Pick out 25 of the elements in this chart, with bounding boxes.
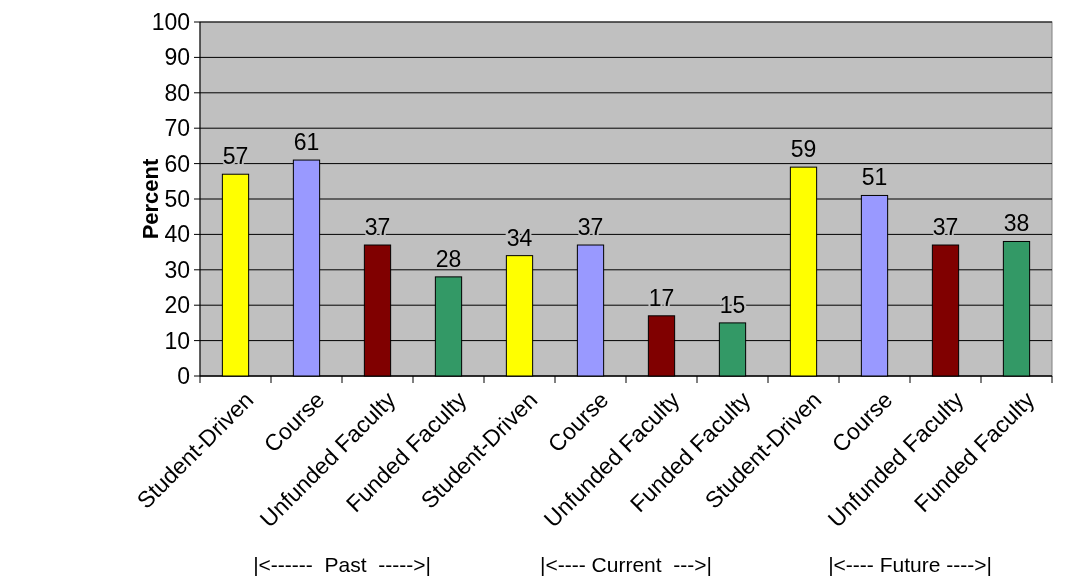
y-tick-label: 30 bbox=[164, 256, 190, 283]
y-tick-label: 50 bbox=[164, 186, 190, 213]
y-tick-label: 100 bbox=[151, 9, 190, 36]
data-label: 51 bbox=[861, 164, 888, 191]
data-label: 37 bbox=[577, 214, 604, 241]
data-label: 61 bbox=[293, 129, 320, 156]
data-label: 59 bbox=[790, 136, 817, 163]
data-label: 37 bbox=[932, 214, 959, 241]
text: |<---- Current --->| bbox=[540, 553, 712, 576]
data-label: 37 bbox=[364, 214, 391, 241]
data-label: 28 bbox=[435, 245, 462, 272]
data-label: 17 bbox=[648, 284, 675, 311]
y-tick-label: 40 bbox=[164, 221, 190, 248]
y-tick-label: 10 bbox=[164, 327, 190, 354]
y-tick-label: 80 bbox=[164, 79, 190, 106]
y-axis-title: Percent bbox=[138, 157, 163, 240]
text: |<---- Future ---->| bbox=[828, 553, 992, 576]
y-tick-label: 20 bbox=[164, 292, 190, 319]
y-tick-label: 90 bbox=[164, 44, 190, 71]
data-label: 57 bbox=[222, 143, 249, 170]
y-tick-label: 0 bbox=[177, 363, 190, 390]
y-tick-label: 60 bbox=[164, 150, 190, 177]
data-label: 38 bbox=[1003, 210, 1030, 237]
y-tick-label: 70 bbox=[164, 115, 190, 142]
text: |<------ Past ----->| bbox=[253, 553, 431, 576]
